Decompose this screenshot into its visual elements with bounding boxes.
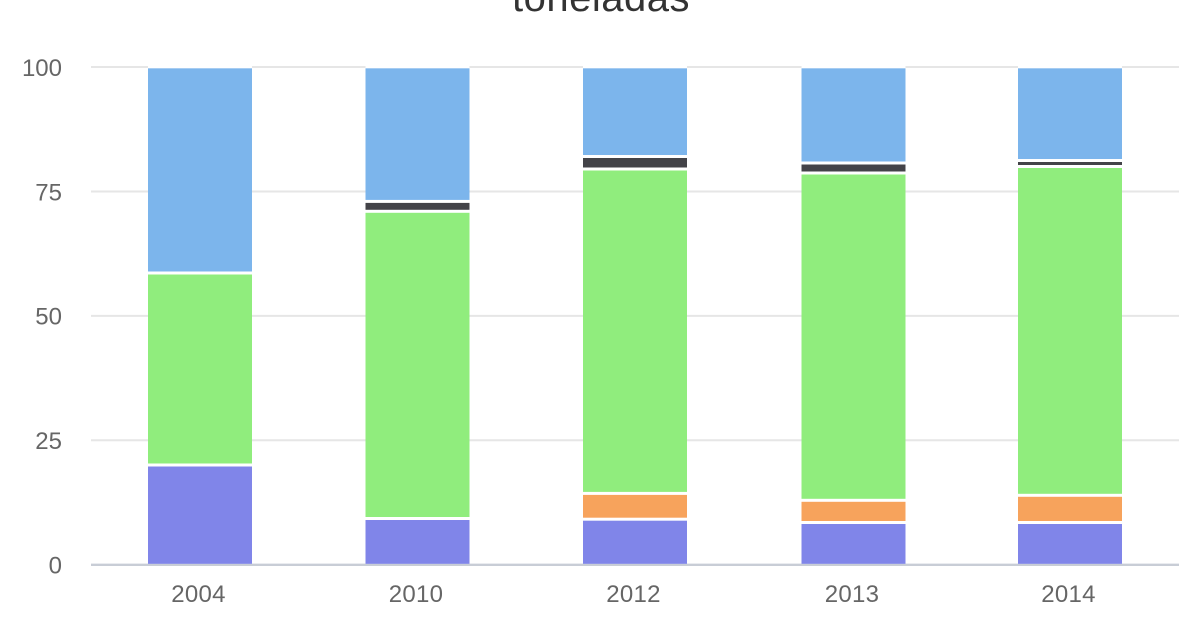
svg-text:2014: 2014 bbox=[1041, 581, 1096, 608]
svg-text:2013: 2013 bbox=[825, 581, 880, 608]
svg-text:25: 25 bbox=[35, 428, 62, 455]
svg-text:75: 75 bbox=[35, 179, 62, 206]
svg-text:toneladas: toneladas bbox=[512, 0, 690, 20]
svg-text:50: 50 bbox=[35, 304, 62, 331]
svg-text:2012: 2012 bbox=[606, 581, 661, 608]
svg-text:2004: 2004 bbox=[171, 581, 226, 608]
svg-text:100: 100 bbox=[22, 55, 62, 82]
svg-text:2010: 2010 bbox=[389, 581, 444, 608]
svg-text:0: 0 bbox=[49, 552, 62, 579]
